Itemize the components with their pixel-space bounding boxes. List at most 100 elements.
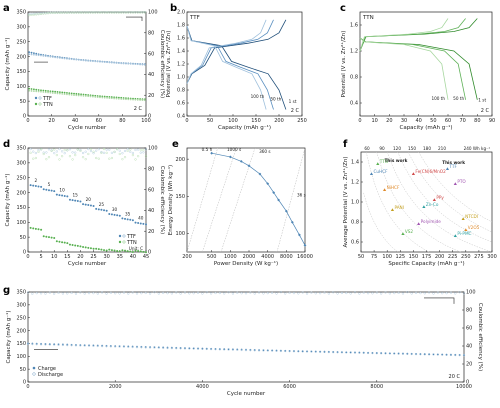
x-tick-label: 8000 xyxy=(370,384,383,390)
top-tick-label: 150 xyxy=(408,146,416,151)
rate-label: 40 xyxy=(138,215,144,220)
efficiency-point xyxy=(29,151,32,154)
efficiency-point xyxy=(84,158,87,161)
x-tick-label: 0 xyxy=(185,118,188,124)
efficiency-point xyxy=(55,153,58,157)
y-tick-label: 100 xyxy=(16,84,26,90)
data-point xyxy=(92,60,94,63)
y-axis-label: Average Potential (V vs. Zn²⁺/Zn) xyxy=(342,156,349,247)
time-guide-line xyxy=(220,147,256,253)
data-point xyxy=(103,11,106,14)
efficiency-point xyxy=(116,148,119,151)
capacity-point xyxy=(95,207,98,210)
efficiency-point xyxy=(157,292,160,295)
panel-a: a0 20 40 60 80 100050100150200250300350020406… xyxy=(3,3,165,131)
y-axis-label: Energy Density (Wh kg⁻¹) xyxy=(167,165,174,235)
data-point xyxy=(401,232,405,235)
data-point xyxy=(58,91,61,94)
data-point xyxy=(290,220,294,224)
efficiency-point xyxy=(57,291,60,294)
discharge-point xyxy=(61,343,64,347)
discharge-point xyxy=(183,347,187,350)
data-point xyxy=(35,88,38,91)
data-point xyxy=(124,11,128,14)
x-tick-label: 8000 xyxy=(280,254,293,260)
x-tick-label: 175 xyxy=(422,254,432,260)
legend-marker xyxy=(118,234,122,238)
data-point xyxy=(35,13,38,16)
data-point xyxy=(105,11,109,14)
y2-tick-label: 0 xyxy=(148,114,151,120)
efficiency-point xyxy=(105,151,108,154)
capacity-point xyxy=(137,222,140,225)
data-point xyxy=(453,234,457,237)
capacity-point xyxy=(42,235,45,238)
y-tick-label: 1.8 xyxy=(177,23,185,29)
y-tick-label: 50 xyxy=(20,367,26,373)
discharge-point xyxy=(48,343,51,346)
data-point xyxy=(70,93,73,96)
capacity-point xyxy=(55,240,58,243)
curve-label: 1 st xyxy=(478,98,486,103)
data-point xyxy=(94,11,97,14)
capacity-point xyxy=(145,223,147,226)
efficiency-point xyxy=(397,291,400,294)
efficiency-point xyxy=(388,292,391,295)
discharge-curve xyxy=(186,26,267,110)
efficiency-point xyxy=(42,151,45,154)
y-axis-label: Capacity (mAh g⁻¹) xyxy=(4,173,11,226)
discharge-point xyxy=(384,352,387,355)
capacity-point xyxy=(40,228,43,231)
plot-frame xyxy=(186,147,306,253)
capacity-point xyxy=(71,199,74,202)
x-tick-label: 275 xyxy=(474,254,484,260)
efficiency-point xyxy=(70,291,73,295)
x-tick-label: 300 xyxy=(487,254,497,260)
y2-tick-label: 20 xyxy=(148,229,154,235)
efficiency-point xyxy=(101,291,104,294)
discharge-point xyxy=(127,345,130,348)
discharge-point xyxy=(454,353,457,357)
y-tick-label: 1.0 xyxy=(351,200,359,206)
point-label: PANI xyxy=(394,205,404,210)
y-axis-label: Potential (V vs. Zn²⁺/Zn) xyxy=(165,31,172,98)
data-point xyxy=(51,90,54,93)
time-annotation: 0.5 h xyxy=(202,147,213,152)
data-point xyxy=(32,13,35,16)
data-point xyxy=(58,11,61,14)
capacity-point xyxy=(134,221,137,224)
capacity-point xyxy=(71,244,74,247)
point-label: Polyimide xyxy=(421,219,442,224)
rate-annotation: 2 C xyxy=(291,108,300,114)
capacity-point xyxy=(50,189,53,192)
data-point xyxy=(65,11,69,14)
capacity-point xyxy=(139,250,142,253)
discharge-point xyxy=(271,349,274,352)
data-point xyxy=(39,12,43,16)
y-tick-label: 0.8 xyxy=(350,75,358,81)
efficiency-point xyxy=(406,291,409,294)
data-point xyxy=(61,92,64,95)
data-point xyxy=(411,172,415,175)
efficiency-point xyxy=(137,148,140,151)
data-point xyxy=(96,96,99,99)
data-point xyxy=(54,11,57,14)
efficiency-point xyxy=(47,156,51,159)
y-tick-label: 150 xyxy=(16,205,26,211)
rate-label: 2 xyxy=(35,178,38,183)
data-point xyxy=(44,89,47,92)
capacity-point xyxy=(84,246,87,249)
x-tick-label: 90 xyxy=(489,118,495,124)
efficiency-point xyxy=(50,149,53,152)
efficiency-point xyxy=(142,149,145,152)
data-point xyxy=(58,57,61,59)
data-point xyxy=(54,56,57,59)
y-tick-label: 0.8 xyxy=(177,88,185,94)
efficiency-point xyxy=(284,292,287,295)
capacity-point xyxy=(121,249,124,252)
data-point xyxy=(82,59,85,62)
iso-energy-line xyxy=(407,151,493,233)
x-tick-label: 20 xyxy=(48,118,54,124)
data-point xyxy=(132,98,134,101)
data-point xyxy=(120,62,123,65)
